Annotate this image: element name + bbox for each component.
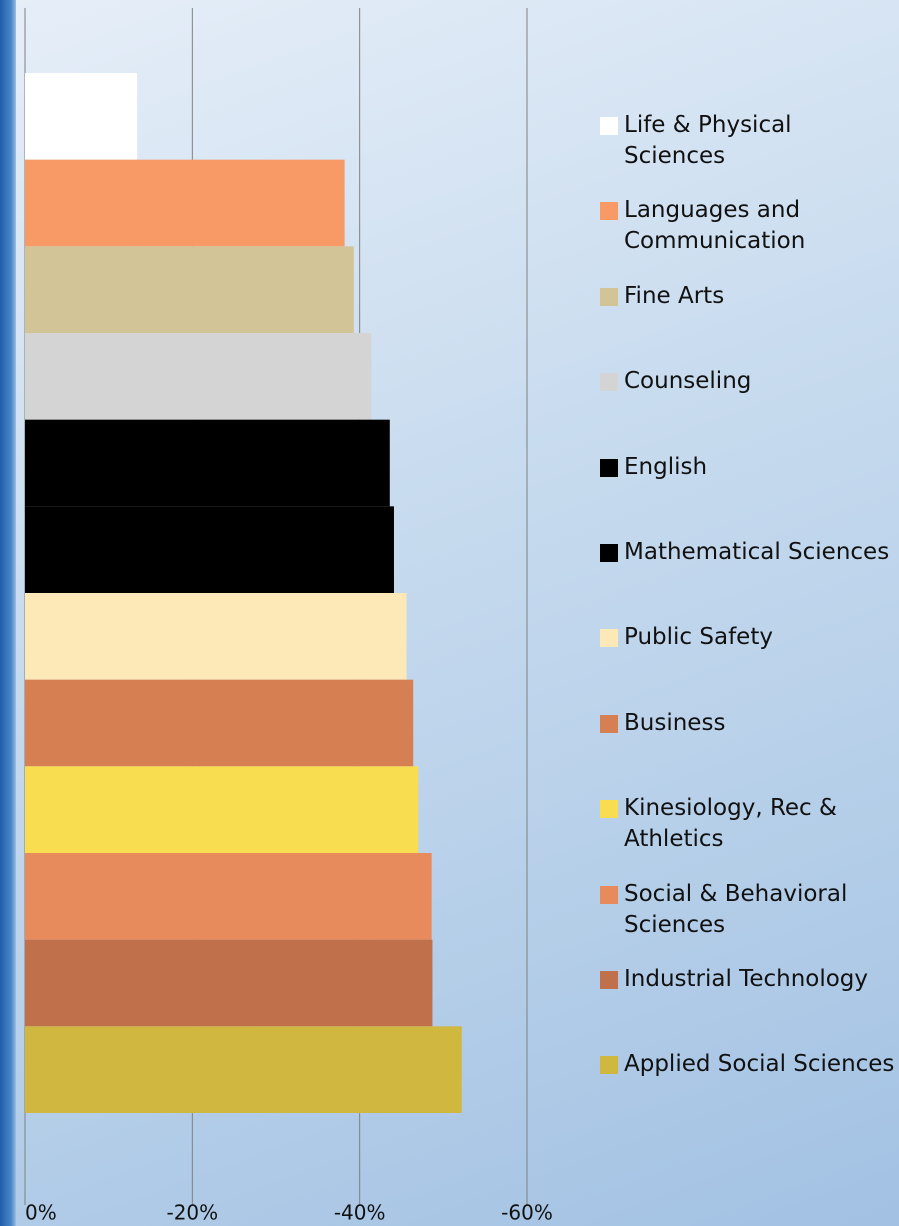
legend-item: Fine Arts <box>600 281 899 312</box>
legend-swatch <box>600 800 618 819</box>
legend-item: Counseling <box>600 366 899 397</box>
legend-item: Industrial Technology <box>600 964 899 995</box>
legend-item: Social & Behavioral Sciences <box>600 879 899 941</box>
bar <box>25 1026 462 1113</box>
legend-item: Public Safety <box>600 622 899 653</box>
legend-swatch <box>600 971 618 989</box>
legend-swatch <box>600 885 618 904</box>
bar <box>25 853 432 940</box>
legend-item: English <box>600 452 899 483</box>
legend-label: Social & Behavioral Sciences <box>624 880 848 938</box>
side-strip <box>0 0 16 1226</box>
legend-swatch <box>600 287 618 306</box>
legend-swatch <box>600 629 618 648</box>
legend-label: Applied Social Sciences <box>624 1051 895 1078</box>
bar <box>25 333 372 420</box>
legend-label: Mathematical Sciences <box>624 539 890 565</box>
legend-item: Applied Social Sciences <box>600 1049 899 1080</box>
bar <box>25 593 407 680</box>
legend-label: Life & Physical Sciences <box>624 112 792 169</box>
legend-label: Kinesiology, Rec & Athletics <box>624 795 837 853</box>
bar <box>25 159 345 247</box>
legend-label: Counseling <box>624 368 752 395</box>
legend-label: Fine Arts <box>624 282 725 309</box>
bar <box>25 506 394 593</box>
x-tick-label: -60% <box>501 1201 553 1225</box>
bar <box>25 419 390 507</box>
x-tick-label: -20% <box>166 1201 218 1225</box>
bar <box>25 939 433 1027</box>
legend-swatch <box>600 458 618 477</box>
legend-swatch <box>600 544 618 562</box>
legend-swatch <box>600 117 618 135</box>
legend-item: Languages and Communication <box>600 195 899 257</box>
legend-swatch <box>600 373 618 392</box>
legend-label: Languages and Communication <box>624 197 806 255</box>
legend-swatch <box>600 1056 618 1075</box>
legend-swatch <box>600 714 618 733</box>
x-tick-label: 0% <box>25 1201 57 1225</box>
legend-label: Industrial Technology <box>624 966 869 992</box>
bar <box>25 73 138 160</box>
legend-label: Business <box>624 709 726 736</box>
legend-label: Public Safety <box>624 624 773 651</box>
legend-item: Life & Physical Sciences <box>600 110 899 172</box>
legend-item: Kinesiology, Rec & Athletics <box>600 793 899 855</box>
bar <box>25 246 354 333</box>
legend-item: Mathematical Sciences <box>600 537 899 568</box>
legend-item: Business <box>600 708 899 739</box>
bar <box>25 766 419 853</box>
bar <box>25 679 414 767</box>
legend-swatch <box>600 202 618 221</box>
legend-label: English <box>624 453 708 480</box>
x-tick-label: -40% <box>334 1201 386 1225</box>
